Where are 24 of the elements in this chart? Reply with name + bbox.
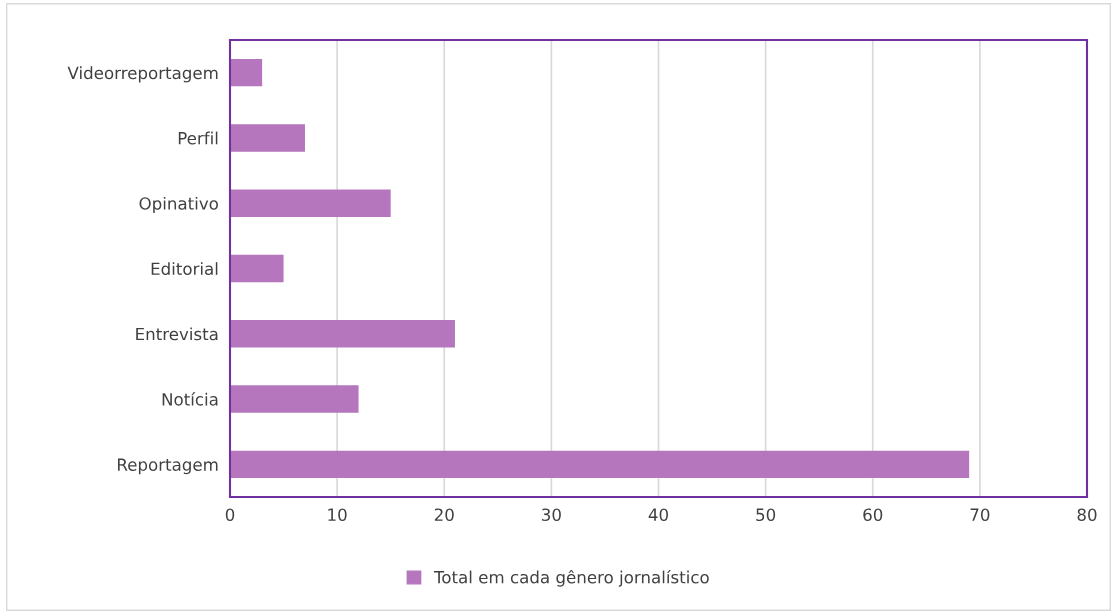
y-tick-label: Entrevista (136, 327, 218, 341)
y-tick-label: Reportagem (117, 458, 218, 475)
x-tick-label: 70 (970, 508, 990, 522)
y-tick-label: Notícia (162, 392, 218, 406)
legend-label: Total em cada gênero jornalístico (433, 569, 709, 587)
bar (230, 450, 970, 479)
x-tick-label: 40 (648, 508, 668, 522)
y-tick-label: Editorial (151, 262, 218, 276)
x-tick-label: 30 (542, 508, 561, 522)
bar (230, 58, 263, 87)
y-tick-label: Videorreportagem (67, 66, 218, 83)
bar (230, 320, 455, 348)
bar (230, 385, 359, 413)
x-tick-label: 50 (756, 508, 776, 522)
y-tick-label: Opinativo (139, 196, 218, 214)
x-tick-label: 10 (328, 508, 347, 522)
x-tick-label: 80 (1077, 508, 1097, 522)
bar (230, 124, 305, 152)
bar (230, 254, 284, 283)
x-tick-label: 0 (225, 508, 235, 522)
bar (230, 189, 391, 217)
y-tick-label: Perfil (178, 131, 218, 145)
x-tick-label: 20 (434, 508, 454, 522)
x-tick-label: 60 (863, 508, 883, 522)
